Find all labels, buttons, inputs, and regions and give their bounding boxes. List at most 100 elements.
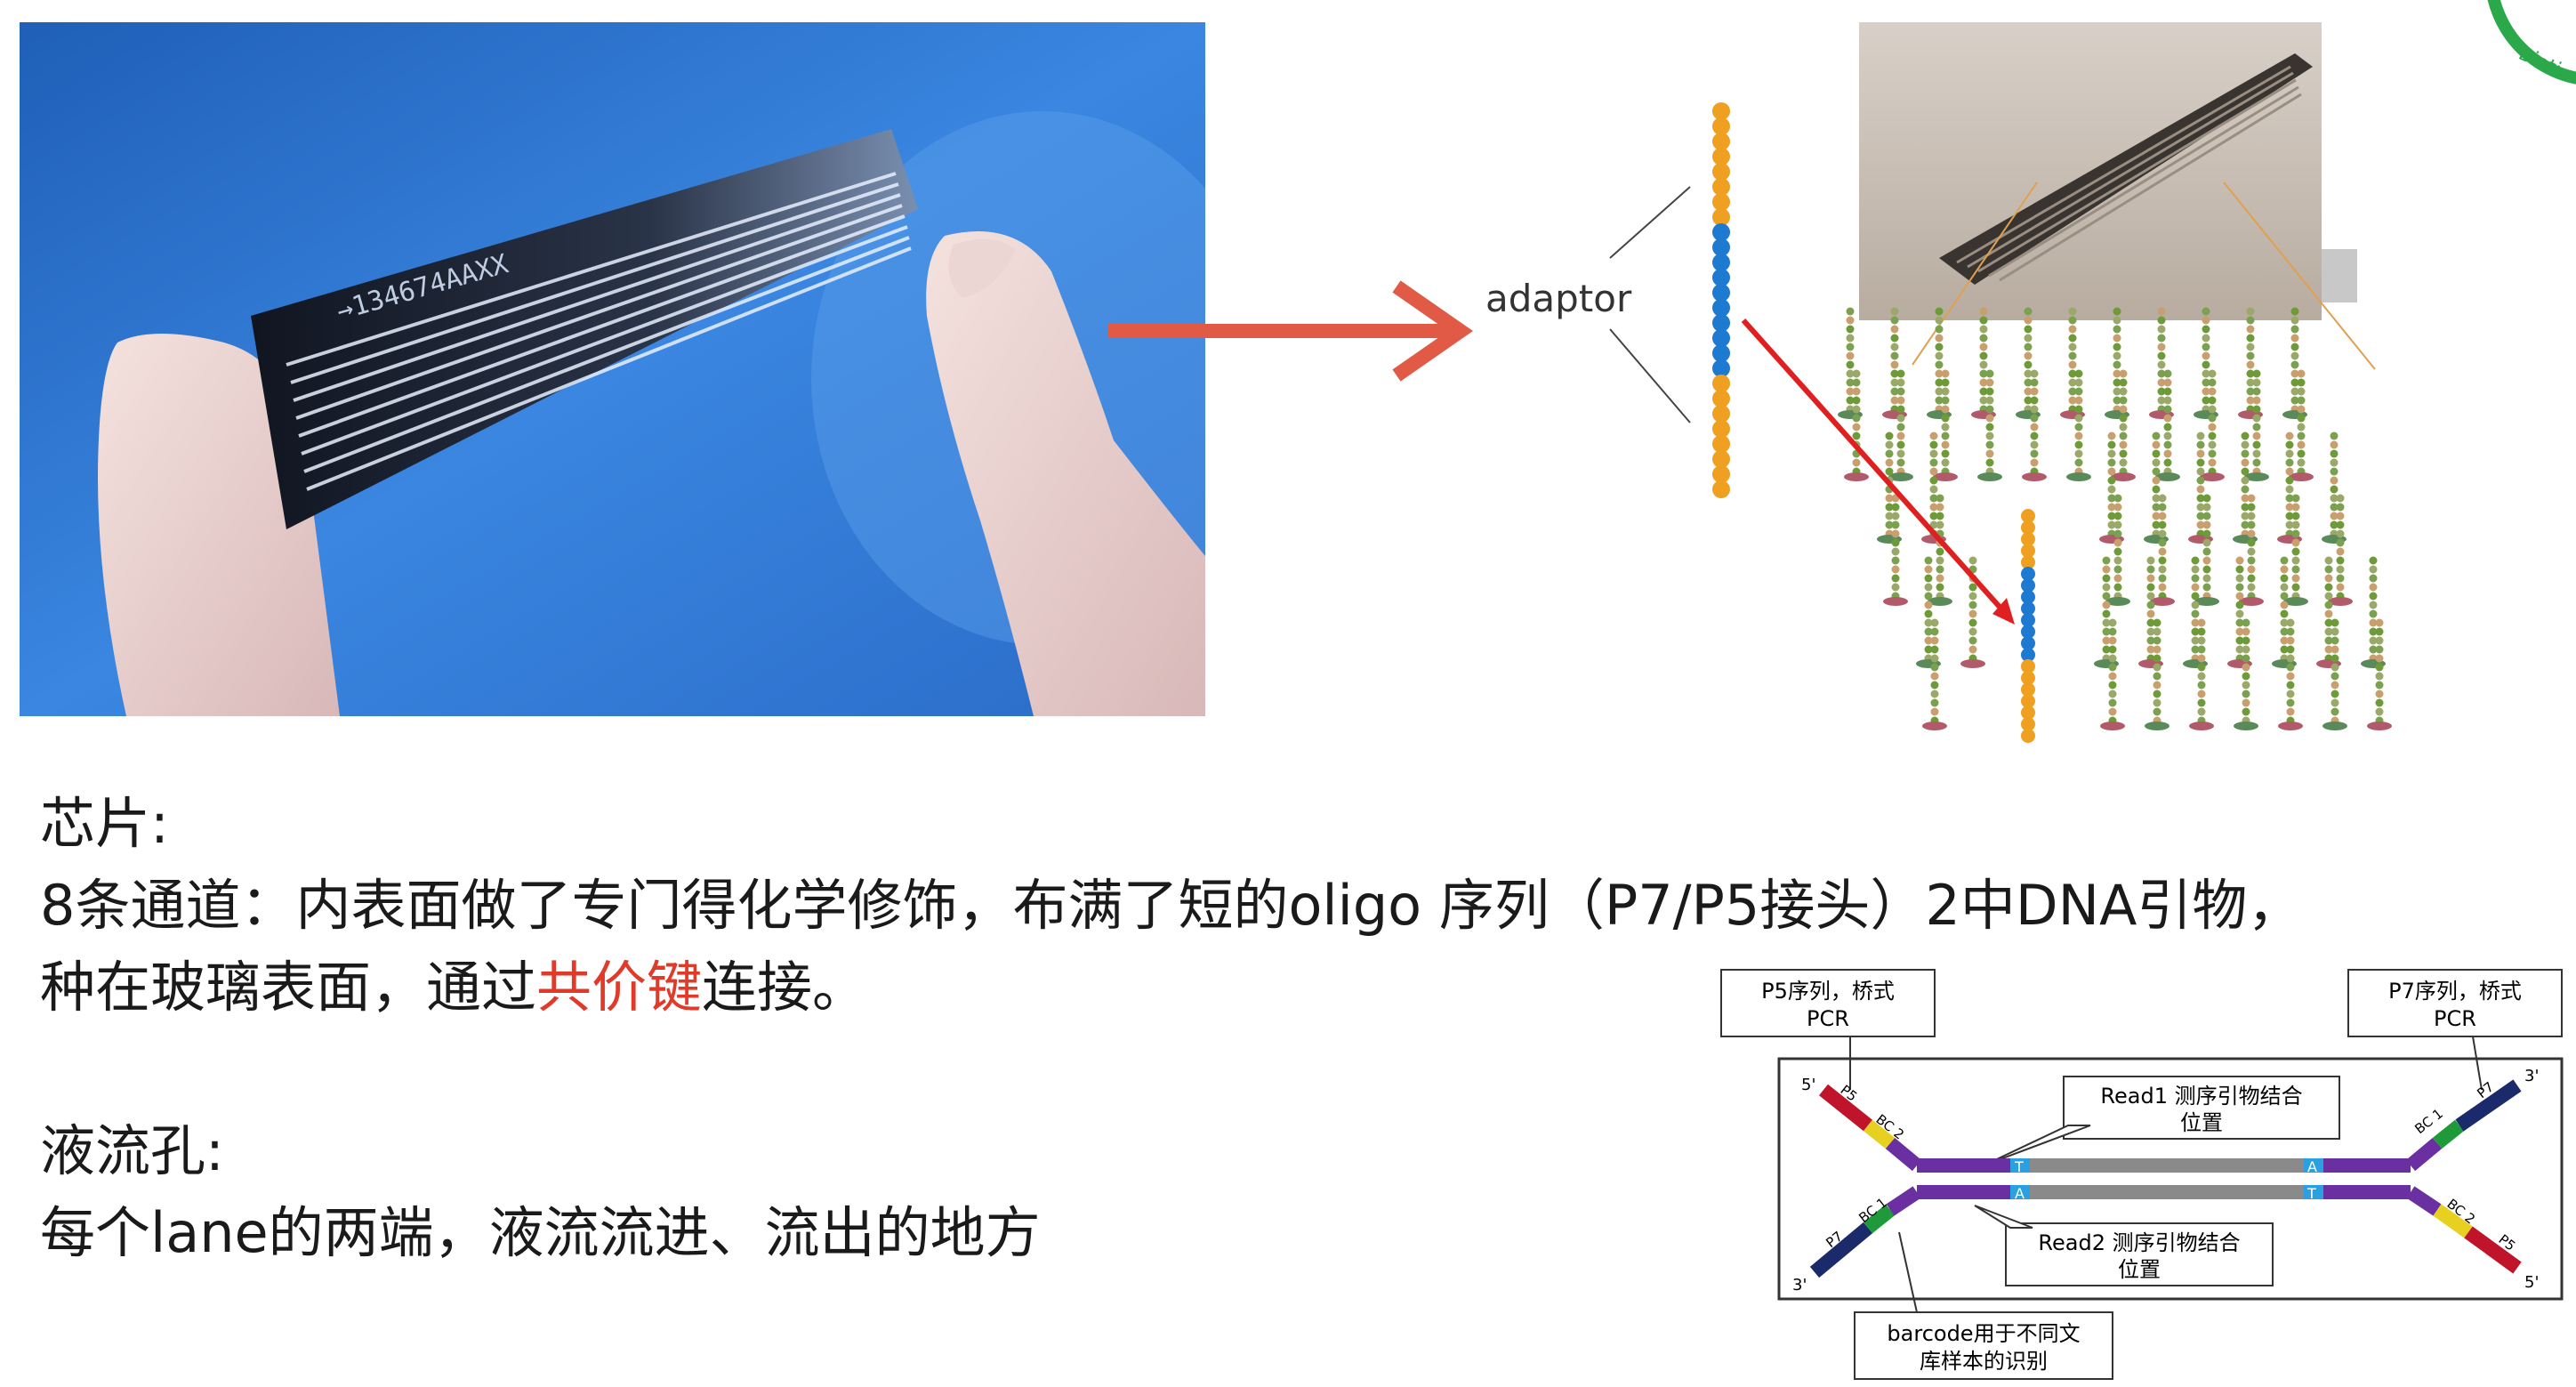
bead — [2375, 672, 2384, 681]
bead — [2021, 520, 2035, 535]
bead — [1885, 467, 1894, 476]
bead — [2280, 592, 2289, 601]
bead — [2330, 663, 2339, 672]
bead — [2153, 689, 2161, 698]
bead — [1852, 414, 1861, 423]
bead — [1941, 396, 1950, 405]
bead — [2068, 396, 2077, 405]
bead — [2021, 544, 2035, 558]
barcode-callout-line1: barcode用于不同文 — [1887, 1321, 2080, 1346]
bead — [2152, 503, 2161, 512]
bead — [2107, 512, 2116, 520]
bead — [1985, 414, 1994, 423]
bead — [1930, 654, 1939, 663]
bead — [2191, 609, 2200, 618]
bead — [1852, 458, 1861, 467]
bead — [2324, 609, 2333, 618]
bead — [2108, 707, 2117, 716]
bead — [2286, 636, 2295, 645]
bead — [2285, 440, 2294, 449]
bead — [1852, 369, 1861, 378]
bead — [1935, 369, 1944, 378]
read1-callout — [2063, 1076, 2340, 1140]
bead — [2202, 529, 2211, 538]
bead — [2196, 512, 2205, 520]
bead — [2242, 689, 2250, 698]
bead — [2021, 578, 2035, 593]
bead — [1846, 369, 1855, 378]
bead — [2191, 592, 2200, 601]
bead — [2191, 636, 2200, 645]
bead — [2074, 387, 2083, 396]
bead — [2235, 636, 2244, 645]
bead — [2291, 583, 2300, 592]
bead — [2252, 414, 2261, 423]
read1-callout-line1: Read1 测序引物结合 — [2100, 1084, 2302, 1109]
bead — [1935, 378, 1944, 387]
bead — [2158, 538, 2167, 547]
oligo-anchor — [2244, 472, 2269, 481]
bead — [1896, 396, 1905, 405]
bead — [2280, 601, 2289, 609]
p7-callout — [2347, 969, 2563, 1037]
oligo-anchor — [2155, 472, 2180, 481]
chip-description-2-pre: 种在玻璃表面，通过 — [40, 955, 537, 1020]
bead — [1890, 334, 1899, 343]
bead — [2113, 369, 2121, 378]
bead — [2107, 431, 2116, 440]
bead — [2291, 574, 2300, 583]
bead — [2163, 423, 2172, 431]
bead — [2336, 565, 2345, 574]
bead — [2286, 627, 2295, 636]
bead — [2030, 431, 2039, 440]
bead — [1968, 583, 1977, 592]
bead — [1935, 351, 1944, 360]
bead — [1891, 565, 1900, 574]
bead — [2330, 672, 2339, 681]
bead — [2113, 503, 2122, 512]
bead — [2297, 449, 2306, 458]
bead — [2330, 494, 2339, 503]
barcode-callout — [1854, 1311, 2113, 1380]
bead — [2242, 645, 2250, 654]
bead — [2113, 343, 2121, 351]
oligo-anchor — [2111, 472, 2136, 481]
bead — [2202, 565, 2211, 574]
bead — [2286, 654, 2295, 663]
bead — [2330, 449, 2339, 458]
bead — [2196, 503, 2205, 512]
bead — [2330, 618, 2339, 627]
bead — [2146, 627, 2155, 636]
bead — [2336, 512, 2345, 520]
bead — [1979, 378, 1988, 387]
bead — [2021, 648, 2035, 662]
bead — [2191, 583, 2200, 592]
bead — [2369, 565, 2378, 574]
bead — [1712, 193, 1730, 211]
bead — [2235, 583, 2244, 592]
bead — [2285, 431, 2294, 440]
bead — [2113, 520, 2122, 529]
bead — [2113, 538, 2122, 547]
bead — [1890, 351, 1899, 360]
bead — [2152, 458, 2161, 467]
bottom-right-5prime: 5' — [2524, 1273, 2539, 1292]
bottom-left-3prime: 3' — [1792, 1276, 1807, 1294]
bead — [2074, 431, 2083, 440]
bead — [2324, 574, 2333, 583]
oligo-anchor — [2200, 472, 2225, 481]
bead — [1896, 431, 1905, 440]
oligo-anchor — [1928, 597, 1952, 606]
bead — [2153, 654, 2161, 663]
bead — [2235, 574, 2244, 583]
bead — [1852, 396, 1861, 405]
bead — [2246, 351, 2255, 360]
flowcell-lanes — [286, 172, 912, 491]
bead — [2252, 405, 2261, 414]
bead — [1885, 494, 1894, 503]
bead — [2153, 672, 2161, 681]
bead — [2291, 538, 2300, 547]
bead — [2196, 431, 2205, 440]
bead — [2196, 467, 2205, 476]
bead — [1924, 636, 1933, 645]
